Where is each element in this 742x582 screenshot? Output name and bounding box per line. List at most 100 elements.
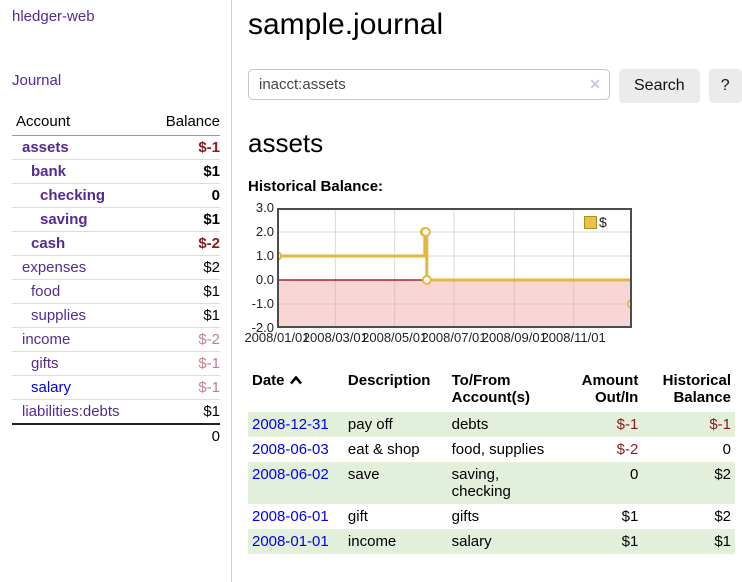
x-tick-label: 2008/07/01 [421,330,487,345]
legend-swatch-icon [584,215,597,229]
clear-search-icon[interactable]: ✕ [589,76,601,92]
account-column-header: Account [12,110,147,136]
table-row: 2008-01-01 income salary $1 $1 [248,529,735,554]
transaction-amount: $1 [621,533,639,550]
x-tick-label: 2008/03/01 [302,330,368,345]
accounts-total: 0 [146,423,220,448]
register-header-row: Date Description To/From Account(s) Amou… [248,370,735,412]
transaction-description: eat & shop [347,441,420,458]
account-link-assets[interactable]: assets [22,139,69,156]
transaction-amount: $1 [621,508,639,525]
y-tick-label: 1.0 [255,248,274,263]
account-balance: $-1 [146,351,220,376]
transaction-balance: $2 [714,466,731,483]
account-row: bank $1 [12,159,220,184]
balance-column-header: Balance [146,110,220,136]
x-tick-label: 2008/01/01 [244,330,310,345]
description-column-header: Description [347,372,431,389]
account-balance: $1 [146,279,220,304]
y-tick-label: -1.0 [251,296,274,311]
y-tick-label: 2.0 [255,224,274,239]
date-column-header[interactable]: Date [248,370,344,412]
account-balance: $1 [146,207,220,232]
account-row: salary $-1 [12,375,220,400]
transaction-date-link[interactable]: 2008-06-03 [252,441,329,458]
account-link-supplies[interactable]: supplies [31,307,87,324]
legend-label: $ [599,214,607,230]
account-balance: $-1 [146,135,220,160]
y-tick-label: -2.0 [251,320,274,335]
transaction-balance: $2 [714,508,731,525]
transaction-date-link[interactable]: 2008-01-01 [252,533,329,550]
amount-column-header: Amount Out/In [581,372,639,406]
accounts-header-row: Account Balance [12,110,220,136]
account-balance: $1 [146,303,220,328]
accounts-table: Account Balance assets $-1 bank $1 check… [12,110,220,448]
account-row: saving $1 [12,207,220,232]
account-link-gifts[interactable]: gifts [31,355,59,372]
transaction-description: gift [347,508,368,525]
transaction-date-link[interactable]: 2008-06-02 [252,466,329,483]
main-content: sample.journal ✕ Search ? assets Histori… [233,0,742,582]
x-tick-label: 2008/05/01 [362,330,428,345]
account-link-food[interactable]: food [31,283,61,300]
account-balance: $1 [146,159,220,184]
transaction-accounts: saving, checking [451,466,511,500]
transaction-date-link[interactable]: 2008-06-01 [252,508,329,525]
account-row: assets $-1 [12,135,220,160]
transaction-accounts: gifts [451,508,480,525]
account-link-saving[interactable]: saving [40,211,88,228]
chart-x-axis: 2008/01/01 2008/03/01 2008/05/01 2008/07/01… [244,330,640,348]
account-balance: $-2 [146,327,220,352]
search-input[interactable] [248,69,610,100]
y-tick-label: 3.0 [255,200,274,215]
x-tick-label: 2008/11/01 [541,330,606,345]
transaction-accounts: debts [451,416,489,433]
account-row: gifts $-1 [12,351,220,376]
account-link-expenses[interactable]: expenses [22,259,87,276]
page-title: sample.journal [248,8,444,41]
table-row: 2008-06-02 save saving, checking 0 $2 [248,462,735,504]
chart-legend: $ [584,214,607,230]
account-link-salary[interactable]: salary [31,379,72,396]
account-row: food $1 [12,279,220,304]
search-button[interactable]: Search [619,69,700,103]
account-link-income[interactable]: income [22,331,71,348]
chart-heading: Historical Balance: [248,178,384,195]
chart-y-axis: 3.0 2.0 1.0 0.0 -1.0 -2.0 [248,200,274,335]
accounts-total-row: 0 [12,423,220,448]
account-row: cash $-2 [12,231,220,256]
account-balance: $-2 [146,231,220,256]
table-row: 2008-06-03 eat & shop food, supplies $-2… [248,437,735,462]
account-row: checking 0 [12,183,220,208]
transaction-balance: $1 [714,533,731,550]
search-form: ✕ Search ? [248,69,742,103]
account-row: expenses $2 [12,255,220,280]
help-button[interactable]: ? [708,69,742,103]
brand-link[interactable]: hledger-web [12,8,95,25]
account-link-checking[interactable]: checking [40,187,106,204]
sidebar-item-journal[interactable]: Journal [12,72,62,89]
sidebar: hledger-web Journal Account Balance asse… [0,0,232,582]
account-row: supplies $1 [12,303,220,328]
account-balance: $2 [146,255,220,280]
account-row: liabilities:debts $1 [12,399,220,424]
transaction-description: pay off [347,416,393,433]
account-row: income $-2 [12,327,220,352]
transaction-balance: 0 [722,441,731,458]
transaction-accounts: food, supplies [451,441,545,458]
account-link-cash[interactable]: cash [31,235,66,252]
transaction-date-link[interactable]: 2008-12-31 [252,416,329,433]
account-link-liabilities-debts[interactable]: liabilities:debts [22,403,120,420]
transaction-amount: $-1 [616,416,639,433]
transaction-amount: 0 [629,466,639,483]
transaction-description: save [347,466,380,483]
account-page-title: assets [248,128,324,158]
x-tick-label: 2008/09/01 [481,330,547,345]
account-link-bank[interactable]: bank [31,163,67,180]
chart-plot-area [277,208,632,328]
register-table: Date Description To/From Account(s) Amou… [248,370,735,554]
account-balance: $1 [146,399,220,424]
chevron-up-icon [289,372,303,389]
historical-balance-chart: 3.0 2.0 1.0 0.0 -1.0 -2.0 $ 2008/01/01 2008/03… [244,200,640,350]
